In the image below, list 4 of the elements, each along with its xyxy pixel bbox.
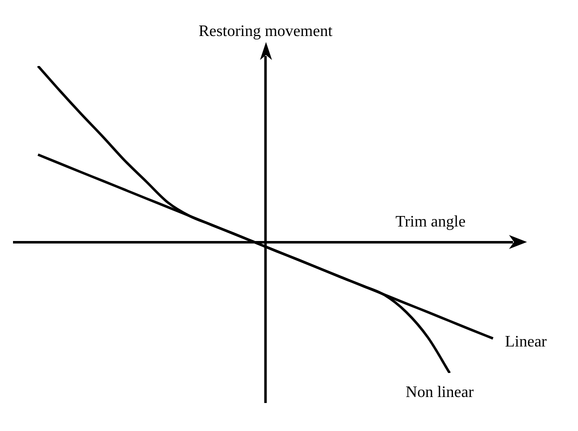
y-axis-title: Restoring movement <box>198 23 333 40</box>
series-label: Linear <box>505 334 548 351</box>
x-axis-title: Trim angle <box>396 213 466 230</box>
series-label: Non linear <box>406 384 474 402</box>
